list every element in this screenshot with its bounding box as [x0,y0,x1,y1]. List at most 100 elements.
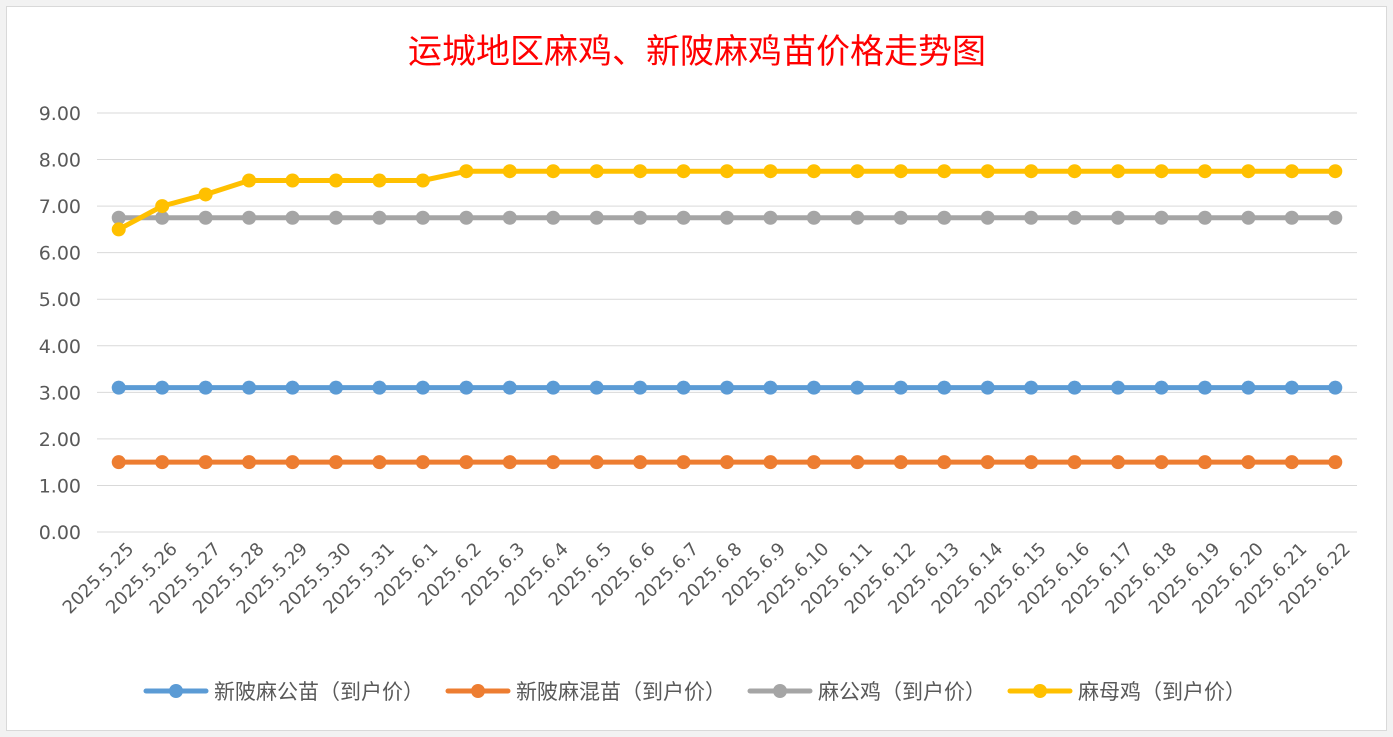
data-point [242,210,257,225]
y-tick-label: 2.00 [39,429,81,451]
data-point [1111,164,1126,179]
data-point [1024,455,1039,470]
data-point [502,455,517,470]
data-point [546,164,561,179]
data-point [1241,164,1256,179]
series-2 [111,455,1343,470]
data-point [415,210,430,225]
data-point [633,455,648,470]
data-point [1284,380,1299,395]
legend-label: 新陂麻混苗（到户价） [516,680,726,704]
y-tick-label: 9.00 [39,103,81,125]
data-point [328,380,343,395]
data-point [1154,380,1169,395]
y-axis-ticks: 0.00 1.00 2.00 3.00 4.00 5.00 6.00 7.00 8.00 9.00 [39,103,81,544]
data-point [546,455,561,470]
data-point [980,164,995,179]
data-point [415,380,430,395]
data-point [372,455,387,470]
y-tick-label: 4.00 [39,336,81,358]
data-point [111,455,126,470]
legend-marker [169,684,183,698]
data-point [1328,164,1343,179]
data-point [1067,210,1082,225]
data-point [459,164,474,179]
data-point [1284,210,1299,225]
data-point [850,210,865,225]
data-point [285,380,300,395]
data-point [980,380,995,395]
data-point [1328,210,1343,225]
data-point [633,164,648,179]
data-point [198,380,213,395]
data-point [589,164,604,179]
legend-item: 新陂麻混苗（到户价） [445,680,726,704]
data-point [806,380,821,395]
data-point [502,380,517,395]
data-point [937,455,952,470]
y-tick-label: 3.00 [39,382,81,404]
legend-marker [471,684,485,698]
data-point [850,380,865,395]
data-point [1241,210,1256,225]
data-point [285,173,300,188]
data-point [415,455,430,470]
data-point [328,210,343,225]
data-point [198,455,213,470]
data-point [1328,455,1343,470]
data-point [198,187,213,202]
data-point [893,164,908,179]
data-point [937,380,952,395]
data-point [155,210,170,225]
data-point [720,455,734,470]
data-point [155,199,170,214]
series-3 [111,210,1343,225]
x-axis-ticks: 2025.5.252025.5.262025.5.272025.5.282025… [59,539,1355,619]
line-chart: 运城地区麻鸡、新陂麻鸡苗价格走势图 0.00 1.00 2.00 3.00 4.00 5.… [39,32,1357,704]
gridlines [97,112,1357,533]
data-point [1111,380,1126,395]
y-tick-label: 8.00 [39,150,81,172]
data-point [111,222,126,237]
data-point [763,210,778,225]
data-point [242,380,257,395]
data-point [589,455,604,470]
series-4 [111,164,1343,237]
data-point [893,380,908,395]
legend-item: 麻母鸡（到户价） [1007,680,1246,704]
data-point [806,210,821,225]
data-point [763,164,778,179]
legend-marker [1033,684,1047,698]
data-point [676,210,691,225]
data-point [763,455,778,470]
data-point [1024,164,1039,179]
data-point [893,455,908,470]
data-point [1197,455,1212,470]
series-layer [111,164,1343,470]
data-point [415,173,430,188]
data-point [1067,164,1082,179]
data-point [502,164,517,179]
data-point [720,380,734,395]
legend-label: 麻母鸡（到户价） [1078,680,1246,704]
y-tick-label: 0.00 [39,522,81,544]
data-point [850,455,865,470]
data-point [459,210,474,225]
data-point [1067,455,1082,470]
data-point [546,380,561,395]
data-point [763,380,778,395]
data-point [720,164,734,179]
data-point [1328,380,1343,395]
data-point [1241,380,1256,395]
y-tick-label: 5.00 [39,289,81,311]
chart-title: 运城地区麻鸡、新陂麻鸡苗价格走势图 [408,32,986,72]
legend-item: 新陂麻公苗（到户价） [143,680,424,704]
data-point [980,455,995,470]
data-point [633,380,648,395]
data-point [1241,455,1256,470]
data-point [459,380,474,395]
data-point [676,455,691,470]
data-point [242,173,257,188]
legend-label: 新陂麻公苗（到户价） [214,680,424,704]
data-point [589,380,604,395]
